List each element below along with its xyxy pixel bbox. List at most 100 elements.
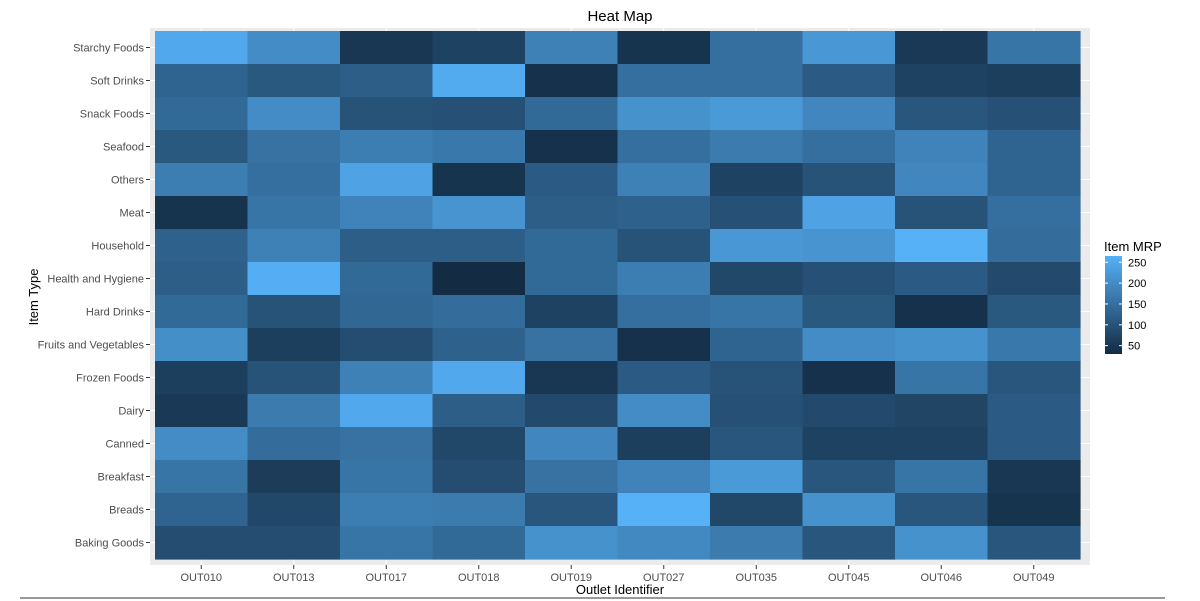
heatmap-cell xyxy=(340,493,434,527)
heatmap-cell xyxy=(155,493,249,527)
heatmap-cell xyxy=(340,130,434,164)
heatmap-cell xyxy=(247,130,341,164)
heatmap-cell xyxy=(247,427,341,461)
legend-colorbar xyxy=(1105,256,1122,354)
heatmap-cell xyxy=(340,64,434,98)
heatmap-cell xyxy=(802,64,896,98)
heatmap-cell xyxy=(432,64,526,98)
heatmap-cell xyxy=(710,64,804,98)
heatmap-cell xyxy=(525,295,619,329)
heatmap-cell xyxy=(987,163,1081,197)
heatmap-cell xyxy=(617,130,711,164)
heatmap-cell xyxy=(525,493,619,527)
heatmap-cell xyxy=(802,526,896,560)
y-tick-label: Dairy xyxy=(118,406,144,418)
heatmap-cell xyxy=(802,196,896,230)
x-tick-label: OUT010 xyxy=(180,572,222,584)
heatmap-cell xyxy=(247,526,341,560)
heatmap-cell xyxy=(247,64,341,98)
heatmap-cell xyxy=(802,295,896,329)
heatmap-cell xyxy=(525,229,619,263)
heatmap-cell xyxy=(895,163,989,197)
heatmap-cell xyxy=(895,526,989,560)
y-axis: Starchy Foods Soft Drinks Snack Foods Seafo… xyxy=(38,43,150,550)
heatmap-cell xyxy=(987,361,1081,395)
y-tick-label: Canned xyxy=(105,439,144,451)
heatmap-cell xyxy=(802,229,896,263)
y-tick-label: Breakfast xyxy=(98,472,144,484)
heatmap-cell xyxy=(617,262,711,296)
heatmap-cell xyxy=(987,97,1081,131)
heatmap-cell xyxy=(617,31,711,65)
heatmap-cell xyxy=(895,64,989,98)
y-tick-label: Hard Drinks xyxy=(86,307,145,319)
heatmap-cell xyxy=(525,31,619,65)
heatmap-cell xyxy=(155,64,249,98)
heatmap-cell xyxy=(525,361,619,395)
heatmap-cell xyxy=(340,196,434,230)
heatmap-cell xyxy=(432,460,526,494)
heatmap-cell xyxy=(617,427,711,461)
heatmap-cell xyxy=(802,460,896,494)
heatmap-cell xyxy=(710,196,804,230)
x-tick-label: OUT049 xyxy=(1013,572,1055,584)
legend-tick-label: 200 xyxy=(1128,278,1146,290)
heatmap-cell xyxy=(525,196,619,230)
legend-ticks: 250 200 150 100 50 xyxy=(1105,257,1146,353)
heatmap-cell xyxy=(432,196,526,230)
heatmap-cell xyxy=(987,262,1081,296)
heatmap-cell xyxy=(525,526,619,560)
x-tick-label: OUT018 xyxy=(458,572,500,584)
heatmap-cell xyxy=(247,493,341,527)
heatmap-cell xyxy=(340,295,434,329)
heatmap-cell xyxy=(895,394,989,428)
heatmap-cell xyxy=(340,262,434,296)
heatmap-cell xyxy=(340,97,434,131)
heatmap-cell xyxy=(710,262,804,296)
heatmap-cell xyxy=(432,493,526,527)
y-tick-label: Baking Goods xyxy=(75,538,145,550)
heatmap-cell xyxy=(525,97,619,131)
y-tick-label: Seafood xyxy=(103,142,144,154)
heatmap-cell xyxy=(432,229,526,263)
x-tick-label: OUT035 xyxy=(735,572,777,584)
heatmap-cell xyxy=(432,262,526,296)
heatmap-cell xyxy=(155,97,249,131)
heatmap-cell xyxy=(710,460,804,494)
heatmap-cell xyxy=(987,328,1081,362)
heatmap-cell xyxy=(340,328,434,362)
heatmap-cell xyxy=(340,427,434,461)
heatmap-cell xyxy=(710,427,804,461)
heatmap-cell xyxy=(155,262,249,296)
heatmap-cell xyxy=(895,427,989,461)
heatmap-cell xyxy=(432,97,526,131)
y-tick-label: Others xyxy=(111,175,145,187)
legend-title: Item MRP xyxy=(1104,239,1162,254)
heatmap-cell xyxy=(895,328,989,362)
heatmap-cell xyxy=(710,295,804,329)
heatmap-cell xyxy=(802,427,896,461)
heatmap-cell xyxy=(710,361,804,395)
heatmap-cell xyxy=(895,295,989,329)
heatmap-cell xyxy=(987,31,1081,65)
heatmap-cell xyxy=(895,31,989,65)
heatmap-cell xyxy=(247,31,341,65)
heatmap-cell xyxy=(155,526,249,560)
heatmap-cell xyxy=(432,31,526,65)
heatmap-cell xyxy=(432,130,526,164)
heatmap-cell xyxy=(432,295,526,329)
heatmap-cell xyxy=(710,163,804,197)
heatmap-cell xyxy=(432,163,526,197)
heatmap-cell xyxy=(247,295,341,329)
heatmap-cell xyxy=(155,460,249,494)
heatmap-cell xyxy=(525,427,619,461)
heatmap-cell xyxy=(340,526,434,560)
chart-title: Heat Map xyxy=(587,8,652,25)
heatmap-cell xyxy=(340,361,434,395)
heatmap-cell xyxy=(987,64,1081,98)
y-tick-label: Starchy Foods xyxy=(73,43,144,55)
heatmap-cell xyxy=(895,460,989,494)
heatmap-cell xyxy=(617,361,711,395)
heatmap-cell xyxy=(340,394,434,428)
